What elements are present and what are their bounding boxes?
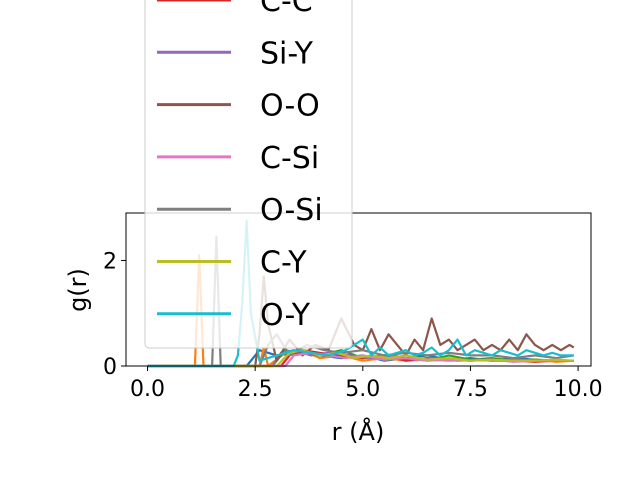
legend-label: O-O: [260, 89, 320, 124]
legend: C-C Si-Y O-O C-Si O-Si C-Y O-Y: [144, 0, 353, 349]
plot-frame: [125, 212, 592, 367]
x-tick-label: 2.5: [238, 377, 273, 402]
x-tick-label: 10.0: [554, 377, 603, 402]
axis-ticks: 0.0 2.5 5.0 7.5 10.0 0 2: [103, 249, 603, 402]
x-axis-label: r (Å): [332, 417, 385, 446]
legend-label: Si-Y: [260, 36, 314, 71]
y-tick-label: 0: [103, 355, 117, 380]
legend-label: C-Y: [260, 246, 307, 281]
legend-label: C-Si: [260, 141, 319, 176]
series-line-10: [147, 219, 574, 368]
y-axis-label: g(r): [64, 268, 92, 312]
x-tick-label: 5.0: [345, 377, 380, 402]
legend-label: O-Si: [260, 193, 323, 228]
x-tick-label: 0.0: [130, 377, 165, 402]
legend-label: O-Y: [260, 298, 311, 333]
y-tick-label: 2: [103, 249, 117, 274]
legend-label: C-C: [260, 0, 313, 19]
x-tick-label: 7.5: [453, 377, 488, 402]
